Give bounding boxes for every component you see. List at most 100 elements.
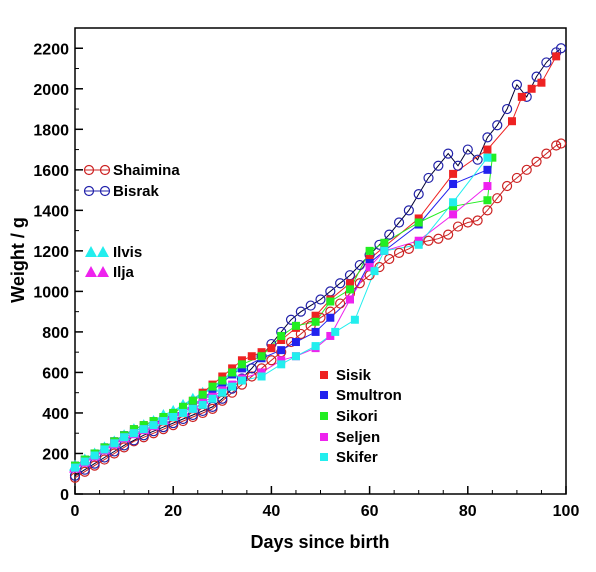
legend-label: Smultron [336, 387, 402, 404]
data-point-skifer [311, 342, 320, 351]
legend-marker [97, 246, 109, 257]
data-point-sisik [345, 279, 354, 288]
data-point-skifer [198, 400, 207, 409]
data-point-skifer [228, 382, 237, 391]
data-point-sisik [380, 242, 389, 251]
data-point-shaimina [354, 278, 365, 289]
data-point-seljen [326, 331, 335, 340]
data-point-sikori [345, 285, 354, 294]
data-point-sikori [149, 417, 158, 426]
data-point-bisrak [452, 160, 464, 171]
data-point-sikori [139, 421, 148, 430]
legend-item-shaimina: Shaimina [83, 162, 180, 179]
legend-item-bisrak: Bisrak [83, 183, 160, 200]
data-point-skifer [208, 394, 217, 403]
y-axis-label: Weight / g [8, 217, 28, 303]
data-point-sisik [237, 356, 246, 365]
data-point-bisrak [246, 363, 257, 374]
data-point-shaimina [452, 221, 464, 232]
y-tick-label: 400 [42, 406, 69, 423]
data-point-skifer [188, 404, 197, 413]
data-point-sikori [365, 246, 374, 255]
data-point-seljen [277, 356, 286, 365]
legend-item-skifer: Skifer [320, 449, 378, 466]
data-point-shaimina [521, 164, 532, 175]
data-point-sisik [527, 84, 536, 93]
legend-marker [97, 266, 109, 277]
data-point-bisrak [393, 217, 405, 228]
data-point-bisrak [285, 314, 297, 325]
y-tick-label: 1200 [33, 244, 69, 261]
data-point-sikori [277, 331, 286, 340]
y-tick-label: 1400 [33, 203, 69, 220]
data-point-sisik [257, 348, 266, 357]
legend-item-sisik: Sisik [320, 367, 372, 384]
data-point-shaimina [384, 253, 395, 265]
legend-marker [83, 185, 95, 197]
data-point-shaimina [393, 247, 405, 258]
data-point-skifer [179, 408, 188, 417]
data-point-sisik [507, 117, 516, 126]
legend-item-sikori: Sikori [320, 408, 378, 425]
y-tick-label: 1800 [33, 122, 69, 139]
data-point-shaimina [462, 217, 473, 228]
data-point-shaimina [531, 156, 542, 167]
data-point-shaimina [501, 180, 513, 192]
legend-marker [99, 185, 111, 197]
data-point-shaimina [492, 193, 503, 204]
legend-label: Seljen [336, 429, 380, 446]
data-point-shaimina [246, 371, 257, 382]
data-point-shaimina [555, 138, 567, 149]
x-tick-label: 0 [71, 503, 80, 520]
data-point-skifer [139, 425, 148, 434]
data-point-bisrak [423, 172, 434, 184]
data-point-sikori [311, 317, 320, 326]
data-point-skifer [414, 240, 423, 249]
data-point-shaimina [295, 328, 306, 340]
data-point-sisik [449, 169, 458, 178]
data-point-skifer [449, 198, 458, 207]
data-point-sikori [380, 238, 389, 247]
data-point-bisrak [462, 144, 473, 155]
data-point-shaimina [335, 298, 346, 309]
data-point-skifer [80, 457, 89, 466]
legend-marker [99, 164, 111, 176]
data-point-bisrak [492, 120, 503, 131]
data-point-skifer [120, 433, 129, 442]
data-point-sikori [129, 425, 138, 434]
data-point-bisrak [384, 229, 395, 240]
data-point-skifer [218, 388, 227, 397]
data-point-bisrak [305, 300, 316, 311]
data-point-seljen [449, 210, 458, 219]
legend: Shaimina Bisrak Ilvis Ilja Sisik Smultron Siko… [83, 162, 402, 466]
legend-marker [320, 371, 328, 379]
data-point-sikori [326, 297, 335, 306]
data-point-smultron [188, 400, 197, 409]
y-tick-label: 1600 [33, 163, 69, 180]
data-point-skifer [71, 463, 79, 472]
data-point-bisrak [541, 57, 552, 68]
x-tick-label: 20 [164, 503, 182, 520]
data-point-skifer [291, 352, 300, 361]
legend-label: Ilja [113, 264, 135, 281]
data-point-seljen [414, 236, 423, 245]
data-point-bisrak [335, 278, 346, 289]
data-point-smultron [198, 394, 207, 403]
data-point-sisik [552, 52, 561, 61]
data-point-skifer [237, 376, 246, 385]
data-point-sisik [414, 214, 423, 223]
legend-marker [83, 164, 95, 176]
legend-label: Shaimina [113, 162, 180, 179]
data-point-seljen [483, 182, 492, 191]
data-point-skifer [331, 327, 340, 336]
y-tick-label: 0 [60, 487, 69, 504]
data-point-bisrak [511, 79, 523, 90]
data-point-skifer [159, 417, 168, 426]
legend-label: Ilvis [113, 244, 142, 261]
data-point-skifer [483, 153, 492, 162]
data-point-sikori [449, 202, 458, 211]
data-point-smultron [208, 386, 217, 395]
y-tick-label: 2200 [33, 41, 69, 58]
y-tick-label: 200 [42, 446, 69, 463]
data-point-shaimina [541, 148, 552, 159]
